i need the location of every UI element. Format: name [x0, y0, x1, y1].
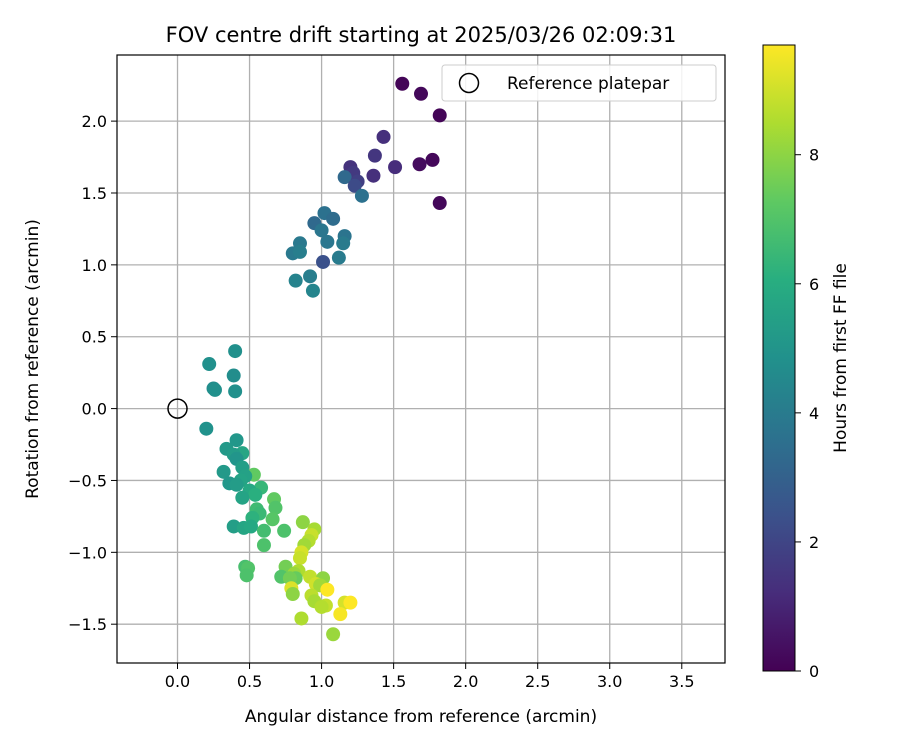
x-axis-ticks: 0.0 0.5 1.0 1.5 2.0 2.5 3.0 3.5	[165, 663, 695, 691]
scatter-point	[216, 464, 231, 479]
scatter-point	[320, 234, 335, 249]
scatter-point	[376, 129, 391, 144]
x-tick-label: 0.0	[165, 672, 190, 691]
scatter-point	[207, 382, 222, 397]
y-tick-label: 1.5	[82, 184, 107, 203]
scatter-point	[228, 384, 243, 399]
scatter-point	[425, 152, 440, 167]
scatter-point	[239, 568, 254, 583]
scatter-point	[314, 599, 329, 614]
scatter-point	[228, 344, 243, 359]
scatter-points	[199, 76, 447, 642]
x-tick-label: 3.0	[597, 672, 622, 691]
scatter-point	[256, 538, 271, 553]
x-tick-label: 0.5	[237, 672, 262, 691]
x-axis-label: Angular distance from reference (arcmin)	[245, 707, 597, 727]
y-axis-ticks: −1.5 −1.0 −0.5 0.0 0.5 1.0 1.5 2.0	[68, 112, 117, 634]
scatter-point	[414, 86, 428, 101]
scatter-point	[343, 595, 358, 610]
plot-frame	[116, 54, 726, 664]
colorbar-tick-label: 6	[809, 275, 819, 294]
scatter-point	[277, 523, 292, 538]
scatter-point	[292, 244, 307, 259]
reference-platepar-marker	[167, 398, 188, 419]
scatter-point	[326, 211, 341, 226]
grid	[117, 55, 725, 663]
scatter-point	[432, 196, 447, 211]
y-tick-label: −1.0	[68, 543, 107, 562]
colorbar-gradient	[762, 44, 796, 672]
colorbar-tick-label: 2	[809, 533, 819, 552]
scatter-point	[295, 515, 310, 530]
y-tick-label: 0.0	[82, 400, 107, 419]
scatter-point	[367, 148, 382, 163]
scatter-point	[229, 477, 244, 492]
colorbar-ticks: 0 2 4 6 8	[795, 146, 819, 681]
scatter-point	[256, 523, 271, 538]
x-tick-label: 2.0	[453, 672, 478, 691]
x-tick-label: 1.0	[309, 672, 334, 691]
scatter-point	[354, 188, 369, 203]
legend: Reference platepar	[441, 64, 717, 102]
scatter-point	[243, 519, 258, 534]
scatter-point	[366, 168, 381, 183]
scatter-point	[294, 611, 309, 626]
scatter-point	[285, 587, 300, 602]
scatter-point	[388, 160, 403, 175]
scatter-point	[248, 487, 263, 502]
scatter-point	[333, 607, 348, 622]
x-tick-label: 2.5	[525, 672, 550, 691]
scatter-point	[347, 178, 362, 193]
scatter-point	[395, 76, 410, 91]
scatter-point	[305, 283, 320, 298]
y-tick-label: −1.5	[68, 615, 107, 634]
scatter-point	[331, 250, 346, 265]
legend-hollow-circle-icon	[458, 72, 480, 94]
scatter-point	[314, 223, 329, 238]
scatter-point	[337, 170, 352, 185]
scatter-point	[336, 236, 351, 251]
scatter-point	[229, 433, 244, 448]
scatter-point	[303, 269, 318, 284]
scatter-point	[326, 627, 341, 642]
colorbar: 0 2 4 6 8 Hours from first FF file	[762, 44, 851, 681]
colorbar-label: Hours from first FF file	[831, 263, 851, 453]
colorbar-tick-label: 8	[809, 146, 819, 165]
legend-box	[441, 64, 717, 102]
scatter-point	[292, 551, 307, 566]
scatter-point	[235, 490, 250, 505]
y-axis-label: Rotation from reference (arcmin)	[23, 219, 43, 499]
scatter-point	[432, 108, 447, 123]
y-tick-label: 2.0	[82, 112, 107, 131]
y-tick-label: −0.5	[68, 471, 107, 490]
scatter-point	[316, 254, 331, 269]
scatter-point	[268, 500, 283, 515]
legend-entry-reference-platepar: Reference platepar	[507, 74, 669, 94]
scatter-point	[288, 273, 303, 288]
scatter-point	[265, 512, 280, 527]
scatter-point	[412, 157, 427, 172]
x-tick-label: 1.5	[381, 672, 406, 691]
chart-title: FOV centre drift starting at 2025/03/26 …	[166, 23, 677, 47]
colorbar-tick-label: 0	[809, 662, 819, 681]
scatter-point	[202, 357, 217, 372]
y-tick-label: 0.5	[82, 328, 107, 347]
colorbar-tick-label: 4	[809, 404, 819, 423]
x-tick-label: 3.5	[669, 672, 694, 691]
y-tick-label: 1.0	[82, 256, 107, 275]
scatter-point	[320, 582, 335, 597]
scatter-point	[199, 421, 214, 436]
scatter-point	[226, 368, 241, 383]
